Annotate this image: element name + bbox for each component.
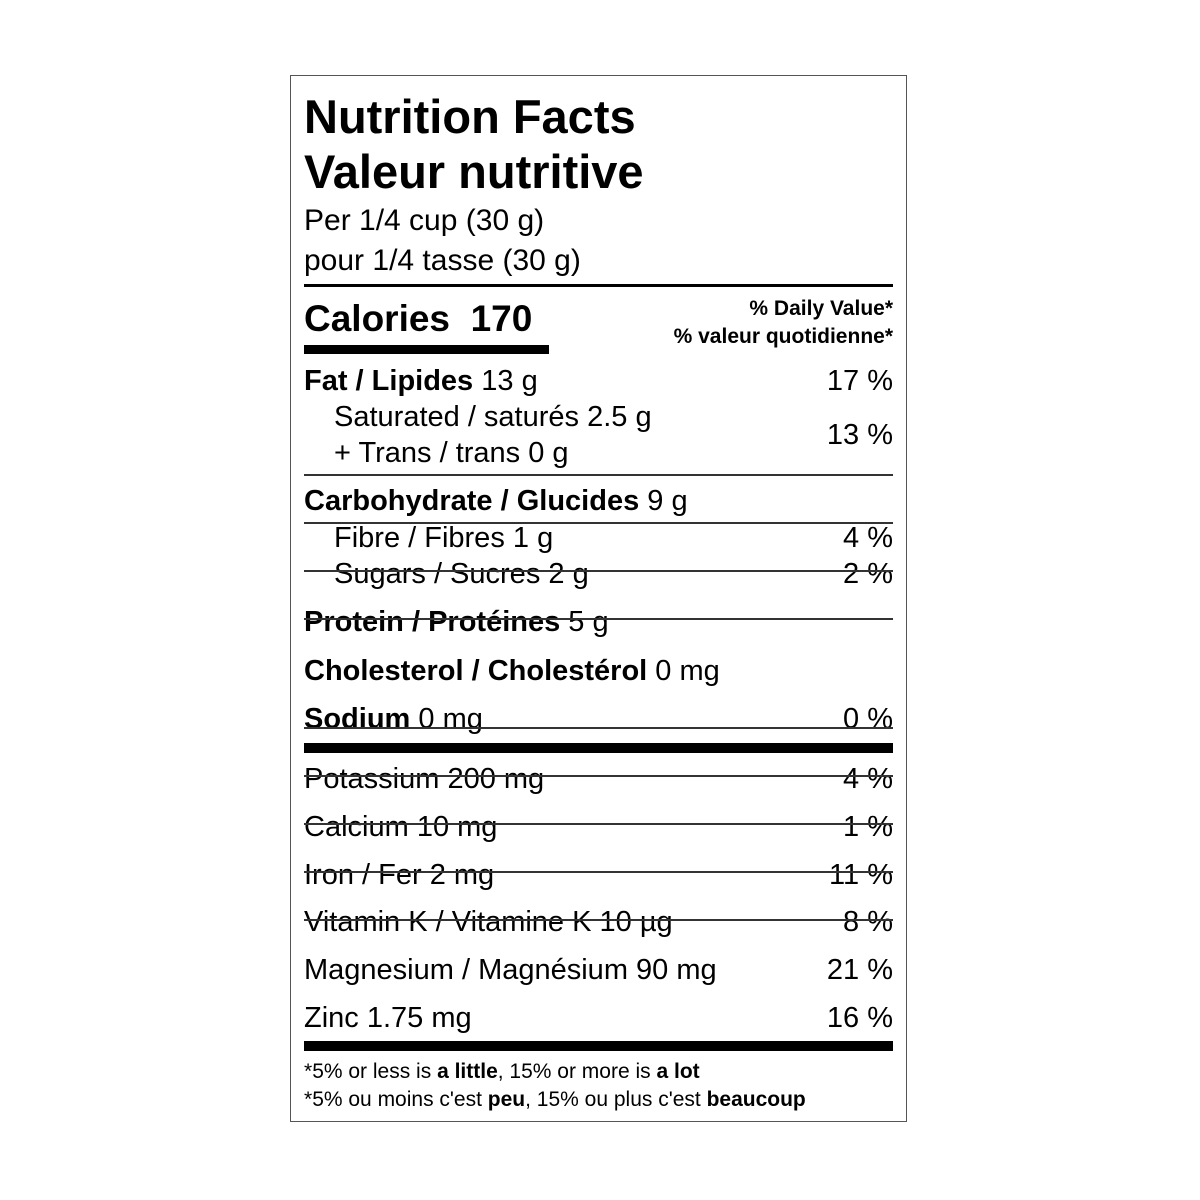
nutrient-label: Potassium [304,763,440,795]
nutrient-row: Sugars / Sucres 2 g 2 % [304,557,893,591]
serving-fr: pour 1/4 tasse (30 g) [304,244,581,277]
title-en: Nutrition Facts [304,90,636,143]
nutrient-dv: 0 % [843,703,893,735]
trans-label: + Trans / trans 0 g [334,437,569,469]
nutrient-amount: 5 g [568,606,609,638]
divider [304,823,893,825]
nutrient-label: Sodium [304,703,411,735]
divider [304,871,893,873]
nutrient-dv: 21 % [826,954,893,986]
serving-en: Per 1/4 cup (30 g) [304,204,545,237]
divider [304,474,893,476]
nutrient-amount: 90 mg [636,954,717,986]
divider [304,775,893,777]
nutrient-row: Carbohydrate / Glucides 9 g [304,484,893,518]
thick-divider [304,1041,893,1051]
nutrient-label: Protein / Protéines [304,606,561,638]
dv-header-fr: % valeur quotidienne* [673,325,893,348]
nutrient-label: Fibre / Fibres [334,522,505,554]
nutrient-dv: 4 % [843,763,893,795]
divider [304,570,893,572]
nutrient-dv: 16 % [826,1002,893,1034]
nutrient-row: Protein / Protéines 5 g [304,605,893,639]
footnote-fr: *5% ou moins c'est peu, 15% ou plus c'es… [304,1088,806,1111]
nutrient-row: Zinc 1.75 mg 16 % [304,1001,893,1035]
nutrition-facts-label: Nutrition Facts Valeur nutritive Per 1/4… [290,75,907,1122]
nutrient-row-trans: + Trans / trans 0 g [304,436,893,470]
nutrient-amount: 10 mg [416,811,498,843]
nutrient-row: Vitamin K / Vitamine K 10 µg 8 % [304,905,893,939]
nutrient-dv: 11 % [829,859,893,891]
nutrient-row: Magnesium / Magnésium 90 mg 21 % [304,953,893,987]
nutrient-row: Fibre / Fibres 1 g 4 % [304,521,893,555]
nutrient-label: Iron / Fer [304,859,422,891]
calories-value: 170 [470,298,533,339]
divider [304,522,893,524]
footnote-en: *5% or less is a little, 15% or more is … [304,1060,700,1083]
nutrient-amount: 2 mg [429,859,495,891]
calories-bar [304,345,549,354]
nutrient-label: Cholesterol / Cholestérol [304,655,648,687]
nutrient-dv: 2 % [843,558,893,590]
nutrient-label: Sugars / Sucres [334,558,541,590]
nutrient-label: Magnesium / Magnésium [304,954,628,986]
nutrient-row: Calcium 10 mg 1 % [304,810,893,844]
calories-label: Calories [304,298,451,339]
divider [304,618,893,620]
nutrient-amount: 9 g [647,485,688,517]
nutrient-amount: 10 µg [599,906,673,938]
nutrient-row: Sodium 0 mg 0 % [304,702,893,736]
nutrient-dv: 4 % [843,522,893,554]
title-fr: Valeur nutritive [304,145,644,198]
nutrient-dv: 8 % [843,906,893,938]
saturated-label: Saturated / saturés 2.5 g [334,401,652,433]
fat-amount: 13 g [481,365,538,397]
thick-divider [304,743,893,753]
sat-trans-dv: 13 % [826,419,893,451]
nutrient-amount: 0 mg [418,703,483,735]
nutrient-row-saturated: Saturated / saturés 2.5 g [304,400,893,434]
fat-dv: 17 % [826,365,893,397]
nutrient-amount: 0 mg [655,655,720,687]
nutrient-label: Calcium [304,811,409,843]
nutrient-amount: 1 g [512,522,554,554]
nutrient-amount: 1.75 mg [366,1002,472,1034]
nutrient-row: Iron / Fer 2 mg 11 % [304,858,893,892]
divider [304,919,893,921]
divider [304,284,893,287]
fat-label: Fat / Lipides [304,365,474,397]
nutrient-row: Potassium 200 mg 4 % [304,762,893,796]
nutrient-amount: 200 mg [447,763,545,795]
divider [304,727,893,729]
nutrient-label: Carbohydrate / Glucides [304,485,640,517]
nutrient-amount: 2 g [548,558,589,590]
nutrient-label: Zinc [304,1002,359,1034]
nutrient-label: Vitamin K / Vitamine K [304,906,592,938]
nutrient-row-fat: Fat / Lipides 13 g 17 % [304,364,893,398]
nutrient-row: Cholesterol / Cholestérol 0 mg [304,654,893,688]
sat-trans-dv-row: 13 % [304,418,893,452]
nutrient-dv: 1 % [843,811,893,843]
dv-header-en: % Daily Value* [749,297,893,320]
calories: Calories 170 [304,300,532,337]
